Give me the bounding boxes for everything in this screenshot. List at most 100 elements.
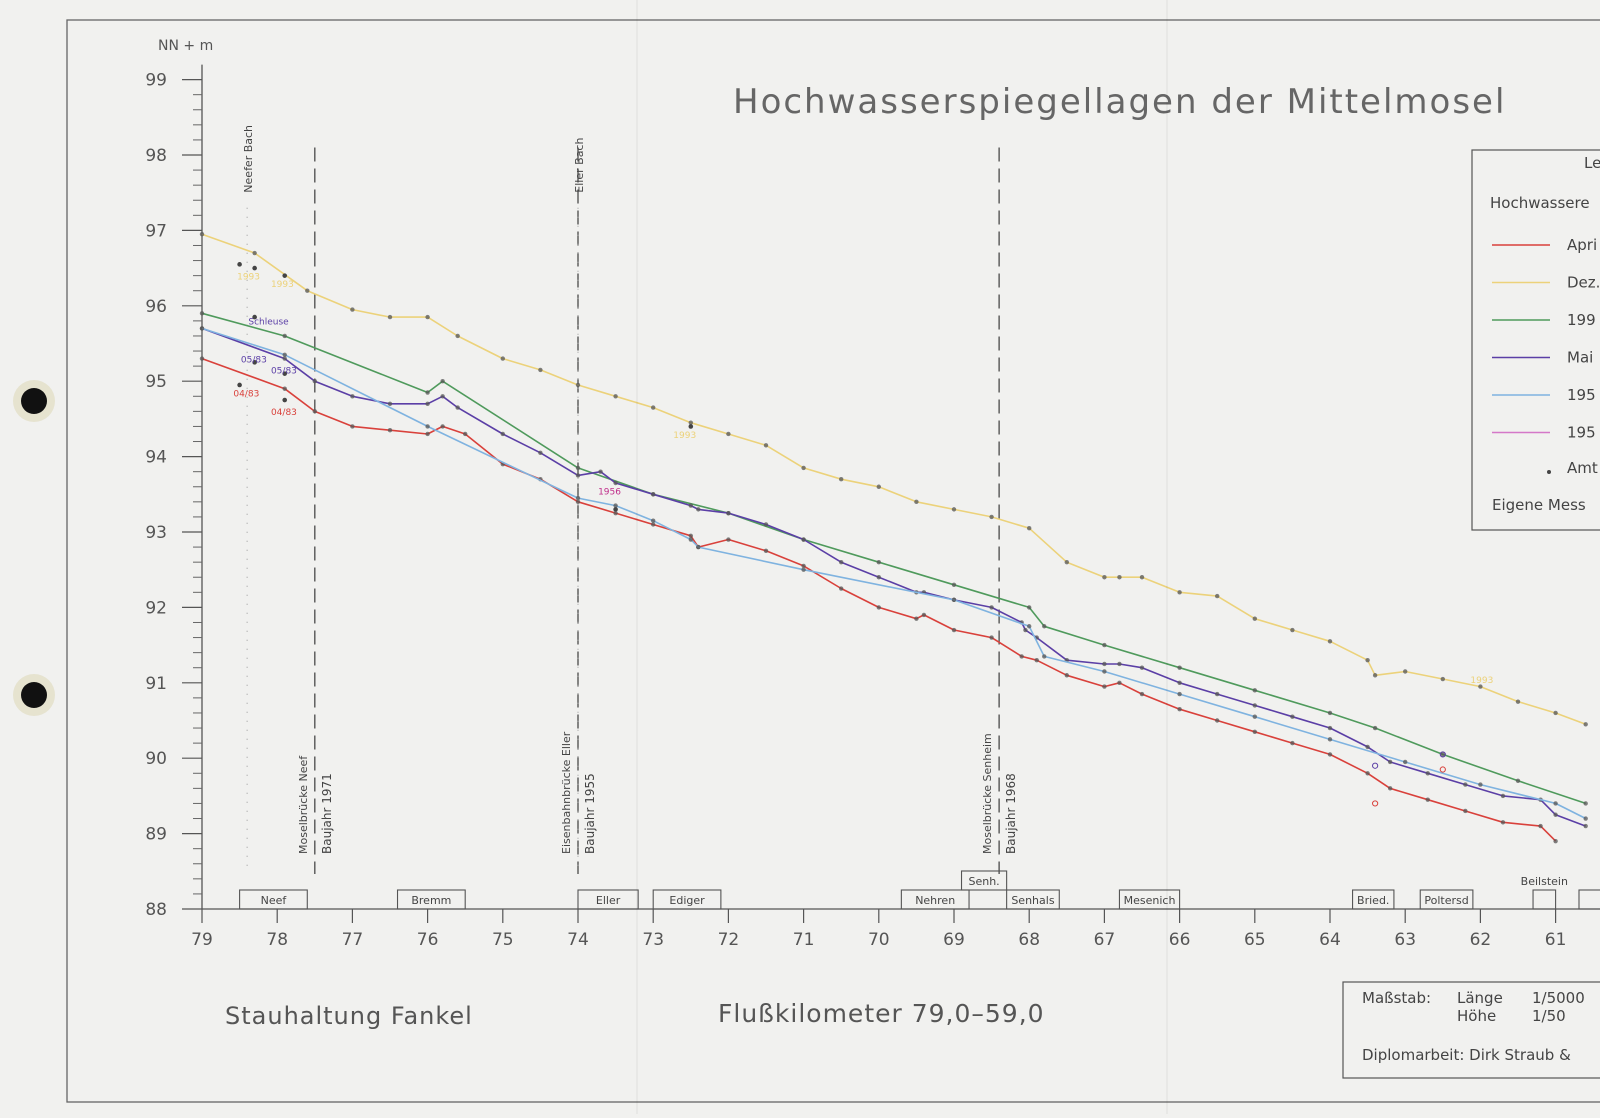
series-point [1019, 654, 1024, 659]
legend-subtitle: Hochwassere [1490, 194, 1590, 212]
series-point [696, 507, 701, 512]
y-tick-label: 96 [145, 297, 167, 317]
measured-point [282, 371, 288, 376]
x-tick-label: 65 [1244, 930, 1266, 950]
scale-hoehe-value: 1/50 [1532, 1007, 1566, 1025]
town-box [1006, 889, 1060, 910]
x-tick-label: 63 [1394, 930, 1416, 950]
series-point [763, 443, 769, 448]
legend-amt: Amt [1567, 459, 1598, 477]
series-point [252, 250, 257, 256]
legend-entry-label: 199 [1567, 311, 1596, 329]
series-point [350, 394, 355, 399]
series-point [1463, 782, 1468, 787]
series-point [839, 477, 844, 482]
legend-entry-label: 195 [1567, 386, 1596, 404]
series-point [500, 356, 505, 361]
x-tick-label: 64 [1319, 930, 1341, 950]
series-point [425, 401, 430, 407]
y-axis-label: NN + m [158, 38, 213, 54]
chart-title: Hochwasserspiegellagen der Mittelmosel [733, 82, 1506, 122]
drawing-frame [66, 19, 1600, 1103]
x-tick-label: 62 [1470, 930, 1492, 950]
bridge-year-label: Baujahr 1955 [583, 773, 597, 854]
series-point [440, 379, 445, 384]
x-tick-label: 68 [1018, 930, 1040, 950]
series-point [1042, 654, 1047, 659]
series-point [1117, 661, 1122, 667]
series-point [1365, 657, 1370, 663]
x-tick-label: 76 [417, 930, 439, 950]
series-point [1027, 526, 1032, 531]
series-point [312, 409, 317, 414]
series-point [1117, 680, 1122, 685]
x-tick-label: 72 [718, 930, 740, 950]
legend-entry-label: 195 [1567, 424, 1596, 442]
series-point [312, 379, 317, 384]
series-point [455, 333, 460, 339]
town-box [1578, 889, 1600, 910]
series-point [1177, 665, 1182, 670]
series-point [1327, 639, 1333, 644]
series-point [1034, 657, 1039, 663]
scale-label: Maßstab: [1362, 989, 1431, 1007]
x-tick-label: 75 [492, 930, 514, 950]
bridge-label: Moselbrücke Neef [297, 755, 310, 854]
series-point [1425, 771, 1430, 776]
y-tick-label: 98 [145, 146, 167, 166]
series-point [651, 405, 656, 410]
series-point [1252, 703, 1258, 708]
series-point [696, 544, 701, 550]
series-point [1372, 673, 1378, 678]
series-point [914, 499, 919, 505]
series-point [387, 401, 393, 407]
measured-point [252, 265, 257, 271]
series-point [282, 352, 287, 358]
series-point [199, 311, 205, 316]
series-point [1064, 559, 1070, 565]
series-point [951, 582, 957, 587]
series-point [1139, 665, 1145, 670]
town-box [1118, 889, 1181, 910]
subtitle-stauhaltung: Stauhaltung Fankel [225, 1002, 473, 1030]
paper-fold [636, 0, 638, 1114]
scale-laenge: Länge [1457, 989, 1503, 1007]
series-point [1583, 801, 1588, 806]
legend-entry-label: Apri [1567, 236, 1597, 254]
series-point [1500, 820, 1506, 825]
series-point [801, 567, 806, 572]
series-line [201, 357, 1557, 842]
y-tick-label: 93 [145, 523, 167, 543]
measured-point-purple [1372, 762, 1379, 769]
series-point [1553, 838, 1558, 844]
series-point [575, 465, 581, 471]
series-point [575, 382, 581, 388]
series-point [425, 314, 430, 320]
series-point [1139, 575, 1145, 580]
series-line [201, 312, 1586, 805]
series-point [651, 492, 656, 497]
measured-point [237, 382, 242, 388]
series-point [951, 597, 957, 603]
series-point [1327, 737, 1333, 742]
series-point [1440, 752, 1446, 757]
series-point [500, 431, 505, 437]
y-tick-label: 88 [145, 900, 167, 920]
x-tick-label: 67 [1094, 930, 1116, 950]
town-label: Eller [596, 894, 621, 907]
stream-label: Neefer Bach [242, 125, 255, 193]
series-point [951, 507, 957, 512]
series-point [1515, 699, 1521, 704]
scale-box: Maßstab: Länge 1/5000 Höhe 1/50 Diplomar… [1342, 981, 1600, 1079]
series-point [1425, 797, 1430, 802]
punch-hole [21, 682, 47, 708]
bridge-label: Moselbrücke Senheim [981, 733, 994, 854]
town-label: Ediger [669, 894, 705, 907]
series-point [1290, 627, 1295, 633]
town-box [1532, 889, 1557, 910]
series-point [199, 231, 205, 237]
series-point [1553, 812, 1558, 817]
town-label: Nehren [915, 894, 955, 907]
series-line [201, 233, 1586, 726]
series-point [1252, 616, 1258, 621]
